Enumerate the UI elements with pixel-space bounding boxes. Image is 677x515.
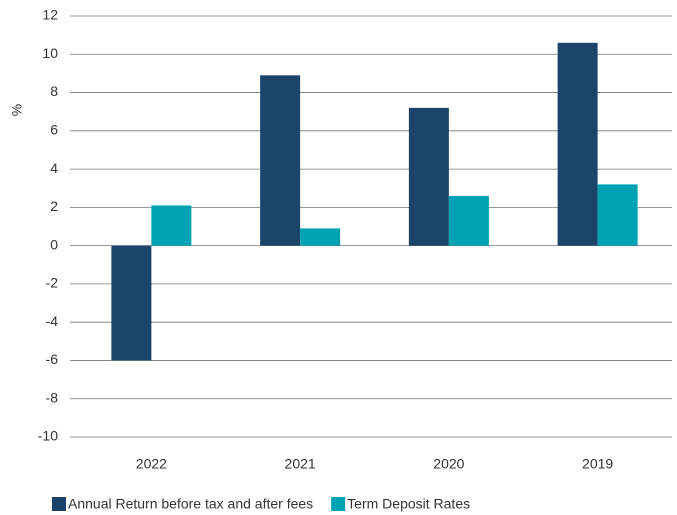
bar xyxy=(111,245,152,361)
bar xyxy=(151,205,192,246)
y-tick-label: -8 xyxy=(46,389,59,405)
bar xyxy=(300,228,341,246)
bar xyxy=(597,184,638,246)
y-tick-label: 12 xyxy=(42,7,58,23)
y-tick-label: -4 xyxy=(46,313,59,329)
y-axis-label: % xyxy=(9,104,25,116)
x-tick-label: 2020 xyxy=(433,456,464,472)
x-tick-label: 2022 xyxy=(136,456,167,472)
x-tick-label: 2019 xyxy=(582,456,613,472)
bar xyxy=(260,75,301,246)
legend-swatch xyxy=(331,497,346,511)
y-tick-label: -2 xyxy=(46,275,59,291)
bar xyxy=(408,107,449,246)
legend-label: Annual Return before tax and after fees xyxy=(68,496,313,512)
y-tick-label: 10 xyxy=(42,45,58,61)
legend-label: Term Deposit Rates xyxy=(347,496,470,512)
y-tick-label: 8 xyxy=(50,83,58,99)
y-tick-label: 2 xyxy=(50,198,58,214)
x-tick-label: 2021 xyxy=(285,456,316,472)
y-tick-label: 0 xyxy=(50,236,58,252)
y-tick-label: 6 xyxy=(50,122,58,138)
y-tick-label: -6 xyxy=(46,351,59,367)
bar xyxy=(557,42,598,246)
legend-swatch xyxy=(52,497,66,511)
y-tick-label: 4 xyxy=(50,160,58,176)
bar xyxy=(448,195,489,246)
y-tick-label: -10 xyxy=(38,428,58,444)
